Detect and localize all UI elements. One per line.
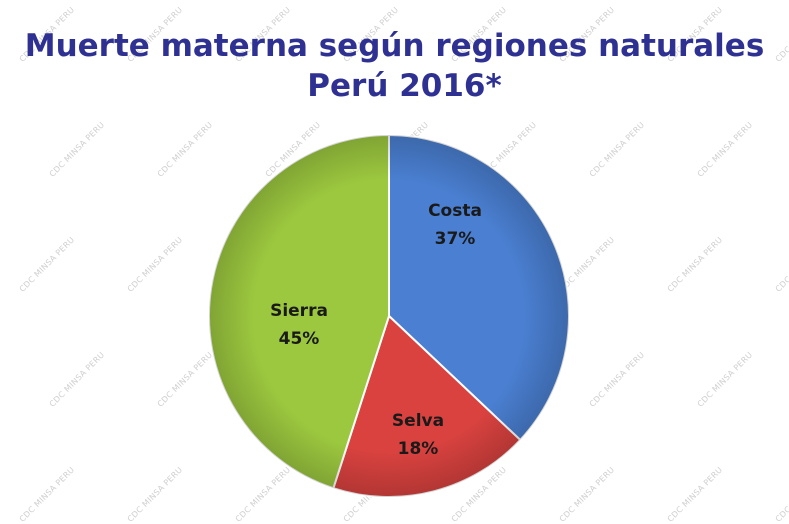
slice-label-costa: Costa — [428, 201, 482, 221]
slice-value-selva: 18% — [398, 439, 439, 459]
chart-title: Muerte materna según regiones naturales … — [0, 26, 789, 106]
pie-slices — [208, 133, 570, 498]
chart-title-line2: Perú 2016* — [307, 68, 502, 104]
slice-label-selva: Selva — [392, 411, 444, 431]
slice-label-sierra: Sierra — [270, 301, 328, 321]
slice-value-costa: 37% — [435, 229, 476, 249]
slice-value-sierra: 45% — [279, 329, 320, 349]
pie-labels: Costa 37% Selva 18% Sierra 45% — [270, 201, 482, 459]
pie-shading — [209, 135, 569, 497]
chart-title-line1: Muerte materna según regiones naturales — [24, 28, 765, 64]
